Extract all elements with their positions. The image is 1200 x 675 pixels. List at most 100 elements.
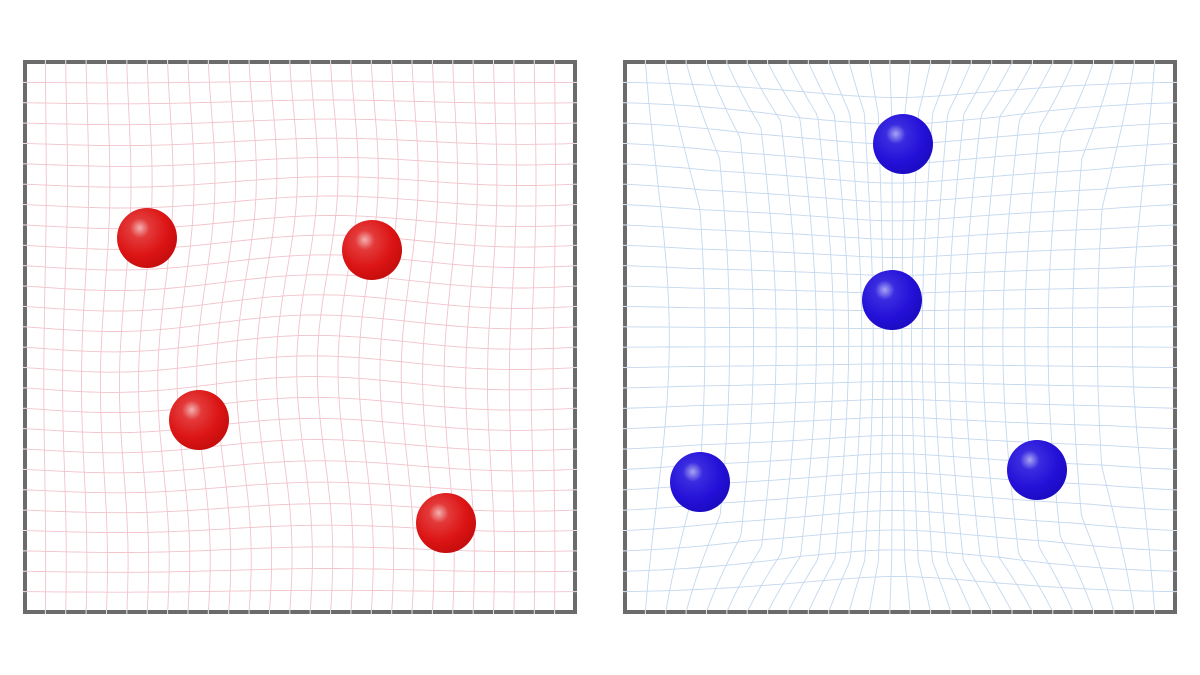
grid-line	[118, 62, 132, 612]
grid-line	[25, 118, 575, 126]
grid-line	[255, 62, 278, 612]
grid-line	[25, 234, 575, 250]
grid-line	[625, 398, 1175, 409]
grid-line	[625, 434, 1175, 450]
grid-line	[644, 62, 670, 612]
grid-line	[625, 244, 1175, 258]
grid-line	[625, 183, 1175, 203]
grid-line	[625, 204, 1175, 222]
grid-line	[25, 481, 575, 494]
grid-line	[1047, 62, 1094, 612]
grid-line	[767, 62, 817, 612]
grid-line	[964, 62, 1013, 612]
grid-line	[25, 503, 575, 514]
blue-sphere	[1007, 440, 1067, 500]
grid-line	[746, 62, 798, 612]
grid-line	[157, 62, 174, 612]
grid-line	[196, 62, 216, 612]
grid-line	[25, 589, 575, 593]
grid-line	[215, 62, 237, 612]
grid-line	[1024, 62, 1074, 612]
grid-line	[948, 62, 993, 612]
blue-sphere	[873, 114, 933, 174]
grid-line	[1002, 62, 1054, 612]
grid-line	[81, 62, 90, 612]
grid-line	[99, 62, 111, 612]
grid-line	[706, 62, 754, 612]
grid-line	[25, 254, 575, 271]
grid-line	[1071, 62, 1115, 612]
grid-line	[62, 62, 68, 612]
red-sphere	[169, 390, 229, 450]
grid-line	[25, 334, 575, 353]
grid-line	[25, 215, 575, 230]
grid-line	[25, 176, 575, 188]
grid-line	[889, 62, 894, 612]
grid-line	[337, 62, 359, 612]
grid-line	[933, 62, 972, 612]
red-sphere	[117, 208, 177, 268]
grid-line	[625, 363, 1175, 369]
grid-line	[379, 62, 399, 612]
grid-line	[176, 62, 195, 612]
grid-line	[530, 62, 537, 612]
grid-line	[921, 62, 952, 612]
panel-frame-left	[23, 60, 577, 614]
grid-line	[625, 163, 1175, 184]
grid-line	[807, 62, 850, 612]
grid-line	[358, 62, 379, 612]
grid-line	[25, 137, 575, 147]
grid-line	[625, 510, 1175, 531]
frame-ticks	[23, 60, 1177, 614]
grid-line	[25, 524, 575, 534]
grid-line	[25, 568, 575, 573]
grid-line	[982, 62, 1033, 612]
blue-sphere	[670, 452, 730, 512]
grid-line	[868, 62, 884, 612]
grid-line	[1131, 62, 1156, 612]
grid-line	[25, 460, 575, 474]
grid-line	[1096, 62, 1135, 612]
grid-line	[25, 314, 575, 332]
grid-line	[828, 62, 863, 612]
grid-line	[25, 274, 575, 292]
grid-line	[25, 156, 575, 167]
warped-grid-left	[25, 62, 575, 612]
grid-line	[235, 62, 257, 612]
grid-line	[726, 62, 777, 612]
grid-line	[25, 417, 575, 434]
grid-line	[625, 380, 1175, 389]
grid-line	[625, 81, 1175, 98]
grid-line	[552, 62, 556, 612]
grid-line	[43, 62, 47, 612]
grid-line	[625, 345, 1175, 348]
grid-line	[25, 80, 575, 84]
grid-line	[508, 62, 517, 612]
grid-line	[25, 355, 575, 373]
grid-line	[275, 62, 298, 612]
grid-line	[848, 62, 874, 612]
grid-line	[625, 490, 1175, 511]
grid-line	[316, 62, 339, 612]
grid-line	[911, 62, 932, 612]
grid-line	[25, 439, 575, 454]
grid-line	[296, 62, 319, 612]
grid-line	[787, 62, 835, 612]
grid-line	[138, 62, 153, 612]
grid-line	[25, 376, 575, 393]
grid-line	[25, 294, 575, 312]
red-sphere	[342, 220, 402, 280]
grid-line	[625, 416, 1175, 430]
grid-line	[665, 62, 706, 612]
panel-frame-right	[623, 60, 1177, 614]
grid-line	[25, 546, 575, 553]
grid-line	[625, 224, 1175, 240]
grid-line	[25, 99, 575, 105]
grid-line	[625, 576, 1175, 593]
blue-sphere	[862, 270, 922, 330]
grid-line	[25, 195, 575, 209]
grid-line	[685, 62, 731, 612]
grid-line	[400, 62, 419, 612]
grid-line	[625, 529, 1175, 552]
